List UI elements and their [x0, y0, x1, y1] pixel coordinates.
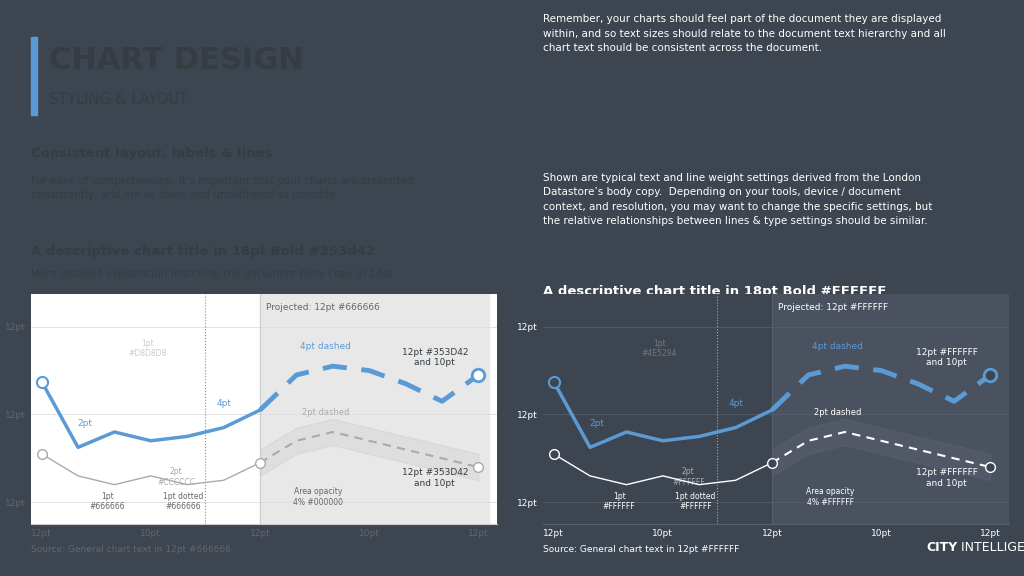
Text: 12pt #353D42
and 10pt: 12pt #353D42 and 10pt [401, 348, 468, 367]
Text: 12pt #FFFFFF
and 10pt: 12pt #FFFFFF and 10pt [915, 468, 978, 488]
Text: 2pt
#CCCCCC: 2pt #CCCCCC [158, 467, 196, 487]
Text: 12pt #353D42
and 10pt: 12pt #353D42 and 10pt [401, 468, 468, 488]
Text: INTELLIGENCE: INTELLIGENCE [957, 541, 1024, 554]
Text: 1pt
#666666: 1pt #666666 [89, 491, 125, 511]
Text: Consistent layout, labels & lines: Consistent layout, labels & lines [31, 147, 272, 160]
Text: Area opacity
4% #FFFFFF: Area opacity 4% #FFFFFF [806, 487, 854, 507]
Text: 2pt
#FFFFFF: 2pt #FFFFFF [672, 467, 705, 487]
Text: More detailed explanation matching the document body copy in 14pt: More detailed explanation matching the d… [543, 309, 905, 319]
Text: Remember, your charts should feel part of the document they are displayed
within: Remember, your charts should feel part o… [543, 14, 945, 53]
Text: 1pt
#4E5294: 1pt #4E5294 [641, 339, 677, 358]
Text: A descriptive chart title in 18pt Bold #FFFFFF: A descriptive chart title in 18pt Bold #… [543, 285, 886, 298]
Text: 2pt dashed: 2pt dashed [814, 408, 861, 416]
Text: 4pt dashed: 4pt dashed [300, 342, 351, 351]
Text: For ease of comprehension, it’s important that your charts are presented
consist: For ease of comprehension, it’s importan… [31, 176, 413, 200]
Text: Area opacity
4% #000000: Area opacity 4% #000000 [293, 487, 343, 507]
Text: 1pt
#D8D8D8: 1pt #D8D8D8 [128, 339, 166, 358]
Text: Source: General chart text in 12pt #FFFFFF: Source: General chart text in 12pt #FFFF… [543, 545, 739, 554]
Text: More detailed explanation matching the document body copy in 14pt: More detailed explanation matching the d… [31, 269, 393, 279]
Text: 2pt: 2pt [590, 419, 605, 427]
Text: 12pt #FFFFFF
and 10pt: 12pt #FFFFFF and 10pt [915, 348, 978, 367]
Text: Shown are typical text and line weight settings derived from the London
Datastor: Shown are typical text and line weight s… [543, 173, 932, 226]
Text: 1pt dotted
#FFFFFF: 1pt dotted #FFFFFF [676, 491, 716, 511]
Bar [260, 294, 489, 524]
Text: STYLING & LAYOUT: STYLING & LAYOUT [49, 92, 187, 107]
Text: 1pt dotted
#666666: 1pt dotted #666666 [164, 491, 204, 511]
Text: 2pt: 2pt [78, 419, 93, 427]
Text: 1pt
#FFFFFF: 1pt #FFFFFF [603, 491, 636, 511]
Bar [772, 294, 1009, 524]
Text: 4pt: 4pt [216, 399, 231, 408]
Text: Projected: 12pt #FFFFFF: Projected: 12pt #FFFFFF [777, 302, 888, 312]
Text: 4pt dashed: 4pt dashed [812, 342, 863, 351]
Text: 2pt dashed: 2pt dashed [302, 408, 349, 416]
Text: A descriptive chart title in 18pt Bold #353d42: A descriptive chart title in 18pt Bold #… [31, 245, 375, 258]
Bar [31, 37, 37, 115]
Text: Projected: 12pt #666666: Projected: 12pt #666666 [265, 302, 379, 312]
Text: CHART DESIGN: CHART DESIGN [49, 46, 303, 75]
Text: 4pt: 4pt [728, 399, 743, 408]
Text: CITY: CITY [926, 541, 957, 554]
Text: Source: General chart text in 12pt #666666: Source: General chart text in 12pt #6666… [31, 545, 230, 554]
